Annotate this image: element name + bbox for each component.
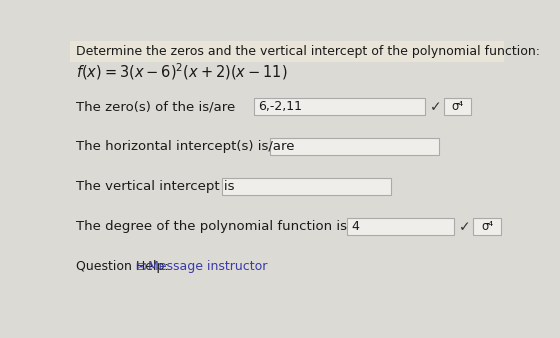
Text: The vertical intercept is: The vertical intercept is xyxy=(76,180,235,193)
Text: ✉: ✉ xyxy=(135,261,146,273)
Text: ✓: ✓ xyxy=(430,100,441,114)
Text: Message instructor: Message instructor xyxy=(147,261,267,273)
Text: Question Help:: Question Help: xyxy=(76,261,169,273)
Text: ✓: ✓ xyxy=(459,220,470,234)
FancyBboxPatch shape xyxy=(254,98,425,115)
FancyBboxPatch shape xyxy=(444,98,472,115)
FancyBboxPatch shape xyxy=(70,41,504,62)
FancyBboxPatch shape xyxy=(473,218,501,235)
FancyBboxPatch shape xyxy=(270,138,439,155)
Text: The zero(s) of the is/are: The zero(s) of the is/are xyxy=(76,100,235,113)
Text: σ⁴: σ⁴ xyxy=(481,220,493,234)
FancyBboxPatch shape xyxy=(222,178,391,195)
Text: 4: 4 xyxy=(351,220,359,234)
Text: The horizontal intercept(s) is/are: The horizontal intercept(s) is/are xyxy=(76,140,295,153)
FancyBboxPatch shape xyxy=(347,218,454,235)
Text: The degree of the polynomial function is: The degree of the polynomial function is xyxy=(76,220,347,234)
Text: $f(x) = 3(x-6)^2(x+2)(x-11)$: $f(x) = 3(x-6)^2(x+2)(x-11)$ xyxy=(76,61,288,82)
Text: Determine the zeros and the vertical intercept of the polynomial function:: Determine the zeros and the vertical int… xyxy=(76,45,540,58)
Text: 6,-2,11: 6,-2,11 xyxy=(258,100,302,113)
Text: σ⁴: σ⁴ xyxy=(451,100,464,113)
